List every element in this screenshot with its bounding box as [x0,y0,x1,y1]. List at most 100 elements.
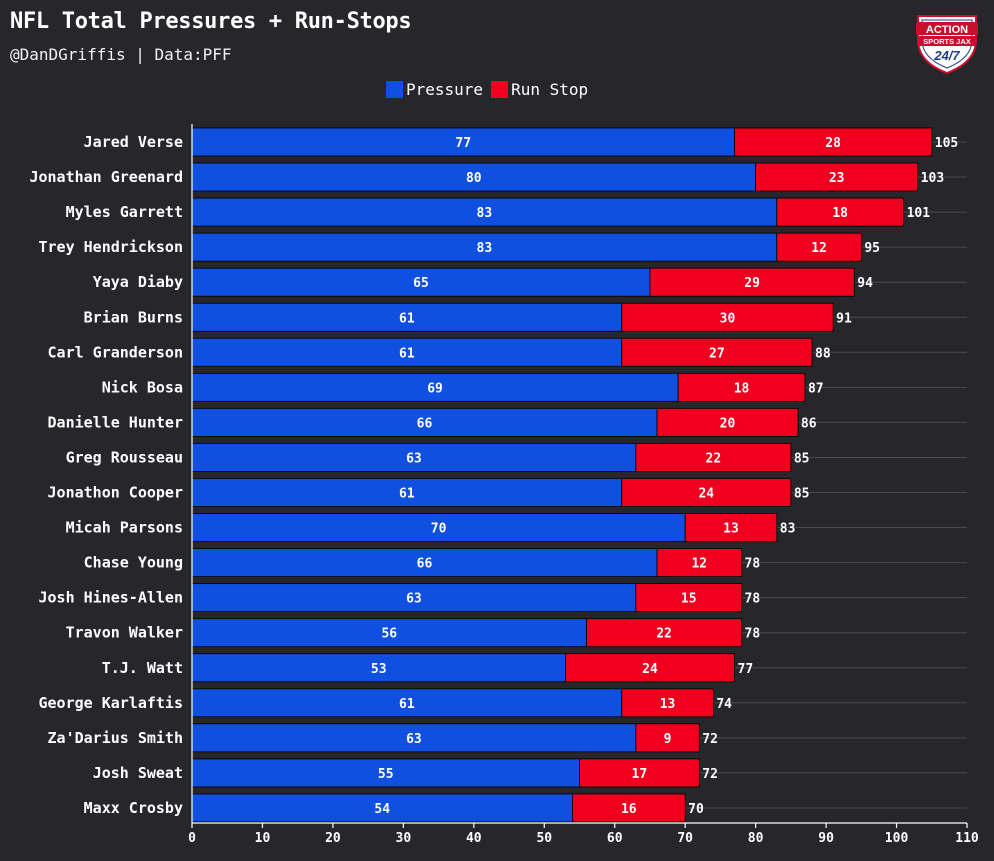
x-tick-label: 90 [818,831,834,846]
data-label-pressure: 56 [381,627,397,642]
data-label-pressure: 63 [406,451,422,466]
data-label-pressure: 66 [417,416,433,431]
legend-label-run-stop: Run Stop [511,80,589,99]
bar-run-stop [621,478,792,507]
data-label-run-stop: 16 [621,802,637,817]
bar-pressure [191,162,757,192]
data-label-pressure: 53 [371,662,387,677]
x-tick-label: 60 [607,831,623,846]
data-label-run-stop: 29 [744,276,760,291]
total-label: 88 [815,346,831,361]
x-tick-label: 10 [255,831,271,846]
bar-run-stop [656,548,742,577]
action-sports-jax-logo: ACTION SPORTS JAX 24/7 [916,15,978,75]
total-label: 70 [688,802,704,817]
total-label: 85 [794,487,810,502]
data-label-run-stop: 13 [660,697,676,712]
x-tick-label: 70 [677,831,693,846]
category-label: Travon Walker [66,624,183,642]
data-label-pressure: 61 [399,697,415,712]
bar-run-stop [649,267,855,297]
x-axis: 0 10 20 30 40 50 60 70 80 90 100 110 [188,124,979,846]
bar-run-stop [755,162,919,192]
labels: Jared Verse 77 28 105 Jonathan Greenard 80 23 1… [29,133,958,817]
data-label-pressure: 61 [399,311,415,326]
category-label: Brian Burns [84,308,183,326]
data-label-pressure: 63 [406,732,422,747]
logo-text-sports-jax: SPORTS JAX [923,37,971,46]
bar-run-stop [656,407,799,437]
data-label-pressure: 69 [427,381,443,396]
category-label: Yaya Diaby [93,273,183,291]
data-label-pressure: 63 [406,592,422,607]
bar-run-stop [572,793,686,823]
data-label-run-stop: 18 [832,206,848,221]
category-label: Trey Hendrickson [39,238,184,256]
bar-run-stop [776,197,904,227]
total-label: 91 [836,311,852,326]
category-label: Nick Bosa [102,378,183,396]
total-label: 86 [801,416,817,431]
total-label: 74 [716,697,732,712]
data-label-pressure: 83 [477,241,493,256]
category-label: Jonathan Greenard [29,168,183,186]
category-label: Maxx Crosby [84,799,183,817]
data-label-pressure: 65 [413,276,429,291]
data-label-run-stop: 17 [632,767,648,782]
category-label: Danielle Hunter [48,413,183,431]
bar-pressure [191,758,580,788]
bars [191,127,933,823]
data-label-run-stop: 18 [734,381,750,396]
data-label-run-stop: 23 [829,171,845,186]
data-label-pressure: 61 [399,487,415,502]
bar-pressure [191,372,679,402]
total-label: 95 [864,241,880,256]
x-tick-label: 20 [325,831,341,846]
data-label-run-stop: 22 [706,451,722,466]
data-label-run-stop: 27 [709,346,725,361]
total-label: 72 [702,732,718,747]
legend-item-pressure: Pressure [386,80,483,99]
data-label-pressure: 55 [378,767,394,782]
legend: Pressure Run Stop [386,80,596,99]
data-label-run-stop: 28 [825,136,841,151]
data-label-pressure: 54 [374,802,390,817]
category-label: Chase Young [84,554,183,572]
logo-text-action: ACTION [926,24,968,36]
bar-run-stop [776,232,862,262]
x-tick-label: 0 [188,831,196,846]
chart-title: NFL Total Pressures + Run-Stops [10,9,412,34]
bar-run-stop [734,127,933,157]
data-label-pressure: 66 [417,557,433,572]
bar-run-stop [635,583,742,613]
category-label: Josh Sweat [93,764,183,782]
bar-pressure [191,618,587,648]
category-label: Greg Rousseau [66,448,183,466]
data-label-pressure: 70 [431,522,447,537]
bar-run-stop [684,513,778,542]
bar-run-stop [621,337,813,367]
bar-run-stop [586,618,742,648]
data-label-run-stop: 20 [720,416,736,431]
data-label-pressure: 80 [466,171,482,186]
bar-pressure [191,267,651,297]
x-tick-label: 110 [955,831,979,846]
bar-run-stop [677,372,806,402]
data-label-pressure: 83 [477,206,493,221]
total-label: 103 [921,171,944,186]
bar-pressure [191,232,778,262]
x-tick-label: 50 [536,831,552,846]
total-label: 78 [745,592,761,607]
total-label: 85 [794,451,810,466]
legend-swatch-pressure [386,81,403,98]
data-label-run-stop: 22 [656,627,672,642]
category-label: Myles Garrett [66,203,183,221]
data-label-run-stop: 24 [698,487,714,502]
x-tick-label: 30 [396,831,412,846]
bar-run-stop [621,688,714,718]
category-label: Jonathon Cooper [48,484,183,502]
total-label: 83 [780,522,796,537]
category-label: Jared Verse [84,133,183,151]
total-label: 94 [857,276,873,291]
